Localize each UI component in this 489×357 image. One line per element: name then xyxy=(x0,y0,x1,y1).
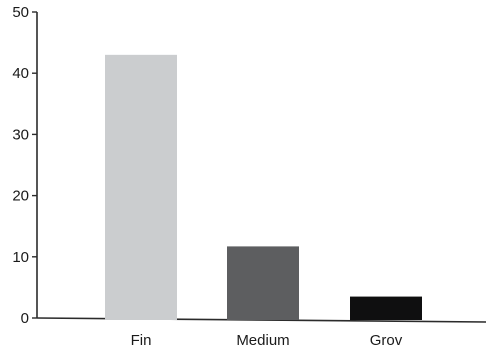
y-tick-label: 30 xyxy=(12,126,29,143)
bar-medium xyxy=(227,246,299,320)
bar-fin xyxy=(105,54,177,321)
y-tick-label: 40 xyxy=(12,65,29,82)
y-tick-label: 20 xyxy=(12,188,29,205)
x-axis-tick-labels: Fin Medium Grov xyxy=(131,332,403,349)
x-tick-label-fin: Fin xyxy=(131,332,152,349)
y-tick-label: 0 xyxy=(21,310,29,327)
bar-group xyxy=(105,54,422,321)
x-tick-label-medium: Medium xyxy=(236,332,289,349)
y-axis-ticks: 0 10 20 30 40 50 xyxy=(12,4,37,327)
x-tick-label-grov: Grov xyxy=(370,332,403,349)
bar-grov xyxy=(350,296,422,320)
y-tick-label: 50 xyxy=(12,4,29,21)
y-tick-label: 10 xyxy=(12,249,29,266)
